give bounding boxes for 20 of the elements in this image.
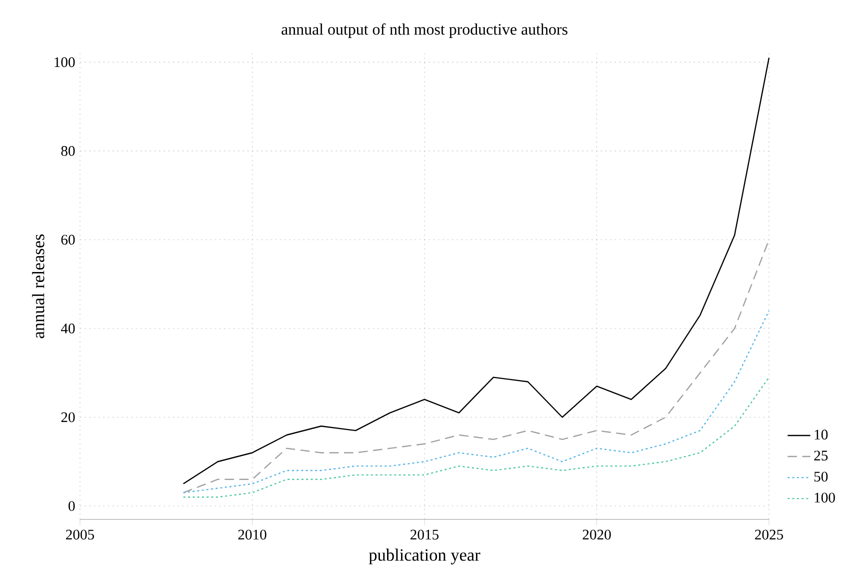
x-tick-label: 2010 (238, 530, 266, 540)
line-series (182, 57, 770, 484)
y-tick-label: 80 (61, 146, 75, 156)
x-tick-label: 2005 (66, 530, 94, 540)
y-tick-label: 40 (60, 324, 75, 334)
y-tick-label: 20 (61, 412, 75, 422)
x-tick-label: 2025 (755, 530, 784, 540)
legend-label: 10 (814, 430, 828, 440)
legend-label: 25 (814, 450, 828, 461)
legend-label: 50 (814, 472, 828, 482)
x-tick-label: 2015 (410, 530, 439, 540)
x-tick-label: 2020 (582, 530, 611, 540)
y-tick-label: 60 (61, 234, 75, 245)
legend-label: 100 (814, 492, 835, 503)
x-axis-title: publication year (368, 548, 480, 564)
chart-title: annual output of nth most productive authors (282, 23, 568, 38)
y-tick-label: 0 (68, 501, 75, 511)
line-series (182, 310, 770, 494)
y-axis-title: annual releases (32, 234, 44, 338)
y-tick-label: 100 (54, 57, 75, 68)
